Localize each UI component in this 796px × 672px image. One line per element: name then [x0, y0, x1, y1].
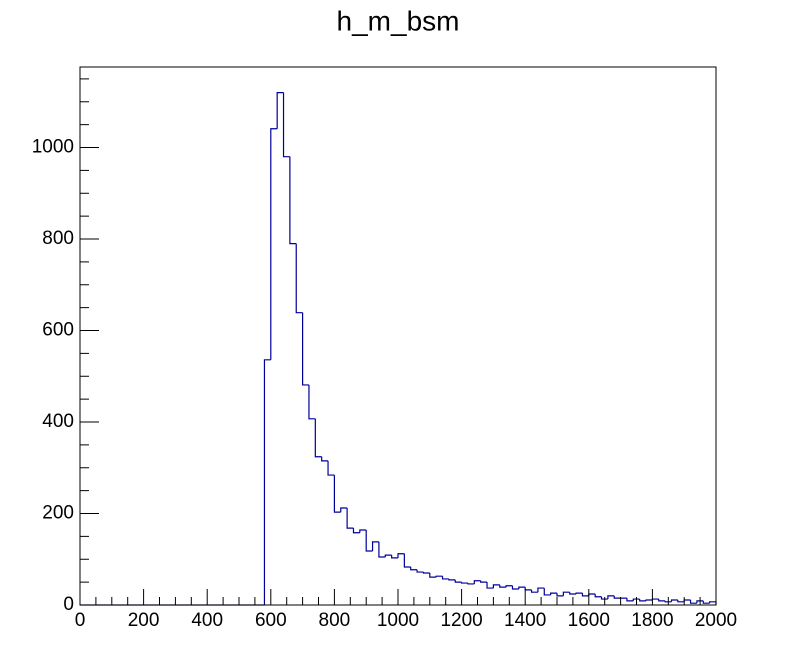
histogram-bin: [314, 418, 322, 458]
histogram-bin: [289, 156, 297, 245]
histogram-bin: [461, 582, 468, 584]
histogram-bin: [581, 593, 589, 597]
histogram-bin: [486, 582, 494, 589]
histogram-bin: [346, 508, 354, 529]
histogram-bin: [270, 128, 278, 360]
histogram-bin: [473, 580, 481, 584]
histogram-bin: [613, 595, 621, 599]
histogram-bin: [435, 575, 443, 578]
histogram-bin: [677, 599, 685, 603]
x-tick-label: 1200: [440, 610, 482, 631]
y-tick-label: 400: [42, 411, 74, 432]
histogram-bin: [702, 600, 710, 604]
histogram-bin: [530, 589, 538, 593]
histogram-bin: [384, 554, 392, 557]
histogram-bin: [276, 92, 284, 129]
histogram-bin: [645, 599, 653, 601]
histogram-bin: [639, 599, 647, 602]
histogram-bin: [696, 600, 704, 604]
x-tick-label: 2000: [695, 610, 737, 631]
chart-title: h_m_bsm: [337, 5, 460, 36]
histogram-bin: [416, 569, 424, 573]
histogram-bin: [352, 528, 360, 534]
x-tick-label: 800: [319, 610, 351, 631]
histogram-bin: [664, 600, 672, 603]
histogram-bin: [321, 456, 329, 462]
x-tick-label: 1400: [504, 610, 546, 631]
histogram-bin: [492, 584, 500, 589]
histogram-bin: [499, 584, 507, 588]
histogram-bin: [511, 585, 519, 590]
histogram-bin: [518, 586, 526, 589]
histogram-bin: [295, 243, 303, 314]
x-tick-label: 200: [128, 610, 160, 631]
histogram-bin: [562, 591, 570, 596]
histogram-bin: [333, 475, 341, 513]
histogram-bin: [670, 599, 678, 602]
histogram-bin: [378, 541, 386, 558]
x-tick-label: 0: [75, 610, 86, 631]
histogram-bin: [575, 592, 583, 595]
histogram-bin: [422, 572, 430, 574]
histogram-bin: [371, 541, 379, 552]
y-tick-label: 0: [63, 594, 74, 615]
histogram-bin: [302, 312, 309, 386]
x-tick-label: 400: [191, 610, 223, 631]
histogram-bin: [658, 599, 666, 602]
y-tick-label: 600: [42, 320, 74, 341]
y-tick-label: 200: [42, 503, 74, 524]
histogram-bin: [410, 567, 418, 571]
x-tick-label: 600: [255, 610, 287, 631]
histogram-bin: [556, 593, 564, 597]
histogram-bin: [359, 529, 367, 533]
histogram-bin: [340, 507, 348, 513]
histogram-bin: [403, 553, 411, 568]
histogram-bin: [391, 555, 398, 559]
histogram-bin: [480, 580, 488, 583]
y-tick-label: 800: [42, 228, 74, 249]
histogram-bin: [263, 359, 271, 605]
histogram-bin: [448, 578, 456, 581]
x-tick-label: 1600: [568, 610, 610, 631]
histogram-bin: [537, 587, 545, 593]
x-tick-label: 1000: [377, 610, 419, 631]
histogram-bin: [397, 553, 405, 558]
histogram-bin: [467, 583, 475, 585]
histogram-bin: [441, 576, 449, 580]
histogram-bin: [543, 588, 551, 596]
histogram-bin: [550, 592, 557, 595]
histogram-bin: [282, 92, 290, 158]
histogram-bin: [308, 384, 316, 420]
x-tick-label: 1800: [631, 610, 673, 631]
histogram-bin: [429, 572, 437, 578]
histogram-bin: [626, 598, 634, 602]
histogram-bin: [505, 585, 513, 588]
histogram-bin: [365, 529, 373, 552]
y-tick-label: 1000: [32, 137, 74, 158]
histogram-bin: [632, 598, 640, 601]
histogram-bin: [594, 594, 602, 598]
histogram-bin: [569, 592, 577, 595]
histogram-bin: [607, 595, 615, 600]
histogram-bin: [327, 460, 335, 476]
histogram-bin: [689, 599, 697, 604]
histogram-bin: [454, 579, 462, 583]
histogram-bin: [600, 596, 608, 600]
